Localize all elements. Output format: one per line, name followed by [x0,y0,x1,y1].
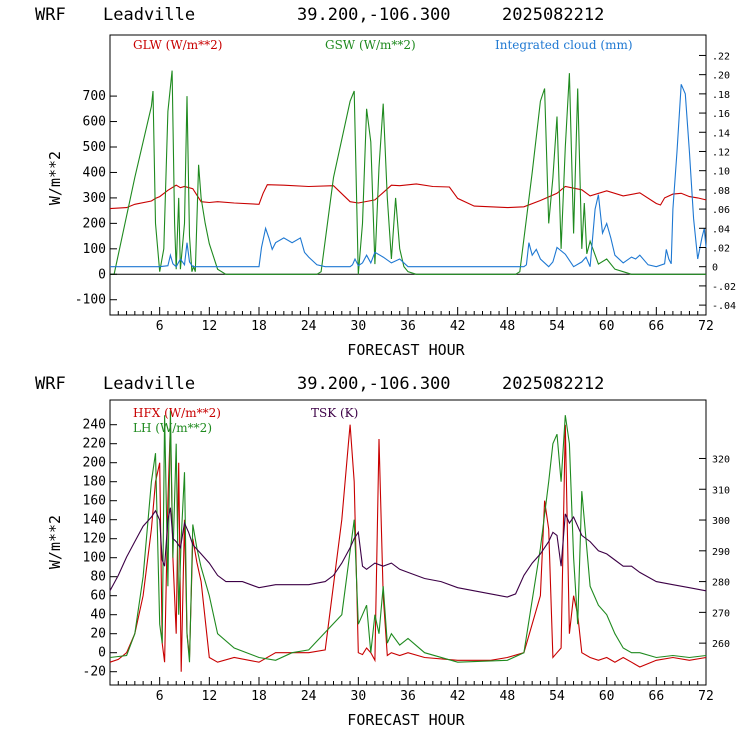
x-tick-label: 12 [202,689,218,704]
y-tick-label: 160 [83,494,106,509]
panel2-site: Leadville [103,374,195,394]
x-tick-label: 30 [351,689,367,704]
x-tick-label: 24 [301,319,317,334]
x-tick-label: 42 [450,319,466,334]
legend-lh: LH (W/m**2) [133,421,212,435]
panel1-init-time: 2025082212 [502,5,604,25]
y2-tick-label: .14 [712,128,730,139]
legend-cloud: Integrated cloud (mm) [495,38,633,52]
y-tick-label: 700 [83,89,106,104]
y-tick-label: 20 [90,627,106,642]
panel2-header: WRF Leadville 39.200,-106.300 2025082212 [35,374,604,394]
y-tick-label: 60 [90,589,106,604]
y2-tick-label: .22 [712,51,730,62]
series-line-glw [109,183,707,210]
x-tick-label: 36 [400,319,416,334]
y-tick-label: 500 [83,140,106,155]
y2-tick-label: .06 [712,205,730,216]
x-tick-label: 60 [599,319,615,334]
x-tick-label: 6 [156,319,164,334]
y-tick-label: 200 [83,216,106,231]
y-tick-label: 200 [83,456,106,471]
y2-tick-label: 260 [712,639,730,650]
x-tick-label: 72 [698,689,714,704]
y-tick-label: -20 [83,665,106,680]
y2-tick-label: .12 [712,147,730,158]
y2-tick-label: 0 [712,263,718,274]
y2-tick-label: .10 [712,167,730,178]
panel1-xlabel: FORECAST HOUR [347,341,465,359]
x-tick-label: 54 [549,689,565,704]
x-tick-label: 72 [698,319,714,334]
x-tick-label: 36 [400,689,416,704]
x-tick-label: 6 [156,689,164,704]
y2-tick-label: .04 [712,224,730,235]
y2-tick-label: .20 [712,71,730,82]
y-tick-label: 120 [83,532,106,547]
x-tick-label: 12 [202,319,218,334]
legend-gsw: GSW (W/m**2) [325,38,416,52]
series-line-lh [109,410,707,663]
panel2-coords: 39.200,-106.300 [297,374,451,394]
panel2-model: WRF [35,374,66,394]
panel1-legend: GLW (W/m**2) GSW (W/m**2) Integrated clo… [133,38,633,52]
panel2-xlabel: FORECAST HOUR [347,711,465,729]
y2-tick-label: 270 [712,608,730,619]
panel1-ylabel: W/m**2 [46,151,64,205]
y2-tick-label: -.04 [712,301,736,312]
panel2-frame [109,399,707,686]
y-tick-label: 180 [83,475,106,490]
y2-tick-label: 320 [712,454,730,465]
legend-hfx: HFX (W/m**2) [133,406,221,420]
y-tick-label: 400 [83,165,106,180]
x-tick-label: 48 [500,319,516,334]
y-tick-label: 600 [83,115,106,130]
x-tick-label: 60 [599,689,615,704]
x-tick-label: 30 [351,319,367,334]
y-tick-label: -100 [75,293,106,308]
x-tick-label: 24 [301,689,317,704]
y-tick-label: 140 [83,513,106,528]
panel2-init-time: 2025082212 [502,374,604,394]
series-line-tsk [109,507,707,598]
y-tick-label: 40 [90,608,106,623]
y-tick-label: 100 [83,551,106,566]
panel1-model: WRF [35,5,66,25]
panel2-ylabel: W/m**2 [46,515,64,569]
y-tick-label: 100 [83,242,106,257]
x-tick-label: 66 [649,689,665,704]
panel1-site: Leadville [103,5,195,25]
x-tick-label: 18 [251,319,267,334]
x-tick-label: 42 [450,689,466,704]
y2-tick-label: 280 [712,578,730,589]
y-tick-label: 0 [98,646,106,661]
series-line-hfx [109,424,707,672]
y-tick-label: 240 [83,418,106,433]
y-tick-label: 220 [83,437,106,452]
y2-tick-label: .16 [712,109,730,120]
y2-tick-label: .18 [712,90,730,101]
legend-glw: GLW (W/m**2) [133,38,222,52]
panel1-coords: 39.200,-106.300 [297,5,451,25]
y-tick-label: 0 [98,267,106,282]
legend-tsk: TSK (K) [311,406,358,420]
y-tick-label: 80 [90,570,106,585]
x-tick-label: 18 [251,689,267,704]
panel2-legend: HFX (W/m**2) LH (W/m**2) TSK (K) [133,406,358,435]
x-tick-label: 54 [549,319,565,334]
x-tick-label: 66 [649,319,665,334]
x-tick-label: 48 [500,689,516,704]
series-line-gsw [110,70,706,275]
y2-tick-label: -.02 [712,282,736,293]
y-tick-label: 300 [83,191,106,206]
y2-tick-label: 300 [712,516,730,527]
y2-tick-label: .02 [712,243,730,254]
y2-tick-label: .08 [712,186,730,197]
series-line-integrated [110,84,707,268]
panel1-header: WRF Leadville 39.200,-106.300 2025082212 [35,5,604,25]
y2-tick-label: 290 [712,547,730,558]
y2-tick-label: 310 [712,485,730,496]
